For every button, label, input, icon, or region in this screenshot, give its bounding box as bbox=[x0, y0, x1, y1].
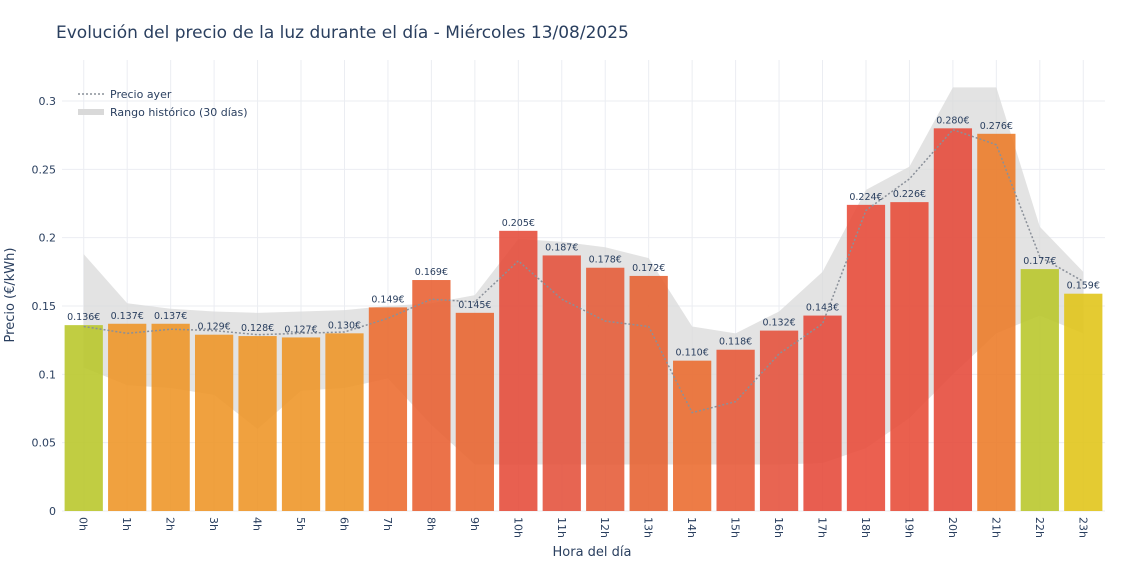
bar-label-12h: 0.178€ bbox=[589, 255, 622, 266]
x-tick-label: 18h bbox=[859, 517, 872, 538]
bar-13h bbox=[629, 275, 668, 511]
x-tick-label: 21h bbox=[989, 517, 1002, 538]
x-tick-label: 17h bbox=[816, 517, 829, 538]
bar-label-18h: 0.224€ bbox=[849, 192, 882, 203]
bar-label-21h: 0.276€ bbox=[980, 121, 1013, 132]
x-tick-label: 15h bbox=[729, 517, 742, 538]
bar-label-5h: 0.127€ bbox=[284, 324, 317, 335]
bar-label-16h: 0.132€ bbox=[762, 318, 795, 329]
yesterday-price-line bbox=[83, 128, 1084, 414]
chart-title: Evolución del precio de la luz durante e… bbox=[56, 23, 629, 43]
x-tick-label: 11h bbox=[555, 517, 568, 538]
x-tick-label: 19h bbox=[902, 517, 915, 538]
x-tick-label: 23h bbox=[1076, 517, 1089, 538]
bar-8h bbox=[412, 280, 451, 511]
y-tick-label: 0.25 bbox=[32, 163, 57, 176]
y-axis: 0 0.05 0.1 0.15 0.2 0.25 0.3 bbox=[32, 95, 57, 518]
bar-label-14h: 0.110€ bbox=[676, 348, 709, 359]
legend[interactable]: Precio ayer Rango histórico (30 días) bbox=[78, 88, 248, 119]
bar-label-8h: 0.169€ bbox=[415, 267, 448, 278]
x-tick-label: 12h bbox=[598, 517, 611, 538]
yesterday-line bbox=[83, 128, 1084, 414]
x-tick-label: 4h bbox=[251, 517, 264, 531]
bar-18h bbox=[846, 204, 886, 511]
bar-12h bbox=[586, 267, 625, 511]
bar-labels: 0.136€ 0.137€ 0.137€ 0.129€ 0.128€ 0.127€ 0.13… bbox=[67, 115, 1100, 358]
x-tick-label: 10h bbox=[511, 517, 524, 538]
bar-0h bbox=[64, 325, 103, 511]
bar-15h bbox=[716, 349, 755, 511]
bar-10h bbox=[499, 230, 538, 512]
bar-label-15h: 0.118€ bbox=[719, 337, 752, 348]
x-tick-label: 16h bbox=[772, 517, 785, 538]
bar-label-1h: 0.137€ bbox=[111, 311, 144, 322]
bar-label-22h: 0.177€ bbox=[1023, 256, 1056, 267]
bar-21h bbox=[977, 133, 1016, 512]
bar-5h bbox=[281, 337, 321, 511]
bar-label-7h: 0.149€ bbox=[371, 294, 404, 305]
bar-label-6h: 0.130€ bbox=[328, 320, 361, 331]
bar-label-9h: 0.145€ bbox=[458, 300, 491, 311]
x-tick-label: 2h bbox=[164, 517, 177, 531]
y-tick-label: 0.2 bbox=[39, 232, 57, 245]
x-tick-label: 13h bbox=[642, 517, 655, 538]
x-tick-label: 9h bbox=[468, 517, 481, 531]
bar-22h bbox=[1020, 269, 1059, 511]
x-tick-label: 0h bbox=[77, 517, 90, 531]
x-tick-label: 6h bbox=[337, 517, 350, 531]
x-tick-label: 20h bbox=[946, 517, 959, 538]
bar-16h bbox=[759, 330, 799, 511]
bar-label-23h: 0.159€ bbox=[1067, 281, 1100, 292]
x-tick-label: 3h bbox=[207, 517, 220, 531]
bar-2h bbox=[151, 323, 190, 511]
bar-label-13h: 0.172€ bbox=[632, 263, 665, 274]
bar-7h bbox=[368, 307, 408, 511]
bar-1h bbox=[108, 323, 147, 511]
y-tick-label: 0.1 bbox=[39, 368, 57, 381]
x-tick-label: 22h bbox=[1033, 517, 1046, 538]
bar-23h bbox=[1064, 293, 1103, 511]
bar-label-3h: 0.129€ bbox=[197, 322, 230, 333]
bar-14h bbox=[673, 360, 712, 511]
bar-label-19h: 0.226€ bbox=[893, 189, 926, 200]
bar-label-10h: 0.205€ bbox=[502, 218, 535, 229]
bar-4h bbox=[238, 336, 277, 511]
history-range-band bbox=[83, 87, 1084, 465]
history-range-area bbox=[83, 87, 1084, 465]
bar-label-17h: 0.143€ bbox=[806, 303, 839, 314]
x-axis-title: Hora del día bbox=[553, 545, 632, 560]
bar-20h bbox=[933, 128, 973, 512]
bar-label-11h: 0.187€ bbox=[545, 242, 578, 253]
bar-3h bbox=[194, 334, 234, 511]
bar-6h bbox=[325, 333, 364, 511]
y-tick-label: 0.05 bbox=[32, 437, 57, 450]
bar-label-20h: 0.280€ bbox=[936, 115, 969, 126]
x-tick-label: 14h bbox=[685, 517, 698, 538]
bar-11h bbox=[542, 255, 581, 511]
bar-19h bbox=[890, 202, 929, 511]
y-tick-label: 0.3 bbox=[39, 95, 57, 108]
y-axis-title: Precio (€/kWh) bbox=[3, 248, 18, 343]
legend-label-yesterday: Precio ayer bbox=[110, 88, 172, 101]
bar-label-0h: 0.136€ bbox=[67, 312, 100, 323]
bar-label-4h: 0.128€ bbox=[241, 323, 274, 334]
y-tick-label: 0.15 bbox=[32, 300, 57, 313]
x-tick-label: 8h bbox=[424, 517, 437, 531]
legend-label-range: Rango histórico (30 días) bbox=[110, 106, 248, 119]
bars bbox=[64, 128, 1103, 512]
x-tick-label: 1h bbox=[120, 517, 133, 531]
y-tick-label: 0 bbox=[49, 505, 56, 518]
x-axis: 0h 1h 2h 3h 4h 5h 6h 7h 8h 9h 10h 11h 12h 13h 14h 15h 16… bbox=[77, 517, 1090, 538]
bar-9h bbox=[455, 312, 494, 511]
bar-label-2h: 0.137€ bbox=[154, 311, 187, 322]
x-tick-label: 7h bbox=[381, 517, 394, 531]
bar-17h bbox=[803, 315, 842, 511]
x-tick-label: 5h bbox=[294, 517, 307, 531]
